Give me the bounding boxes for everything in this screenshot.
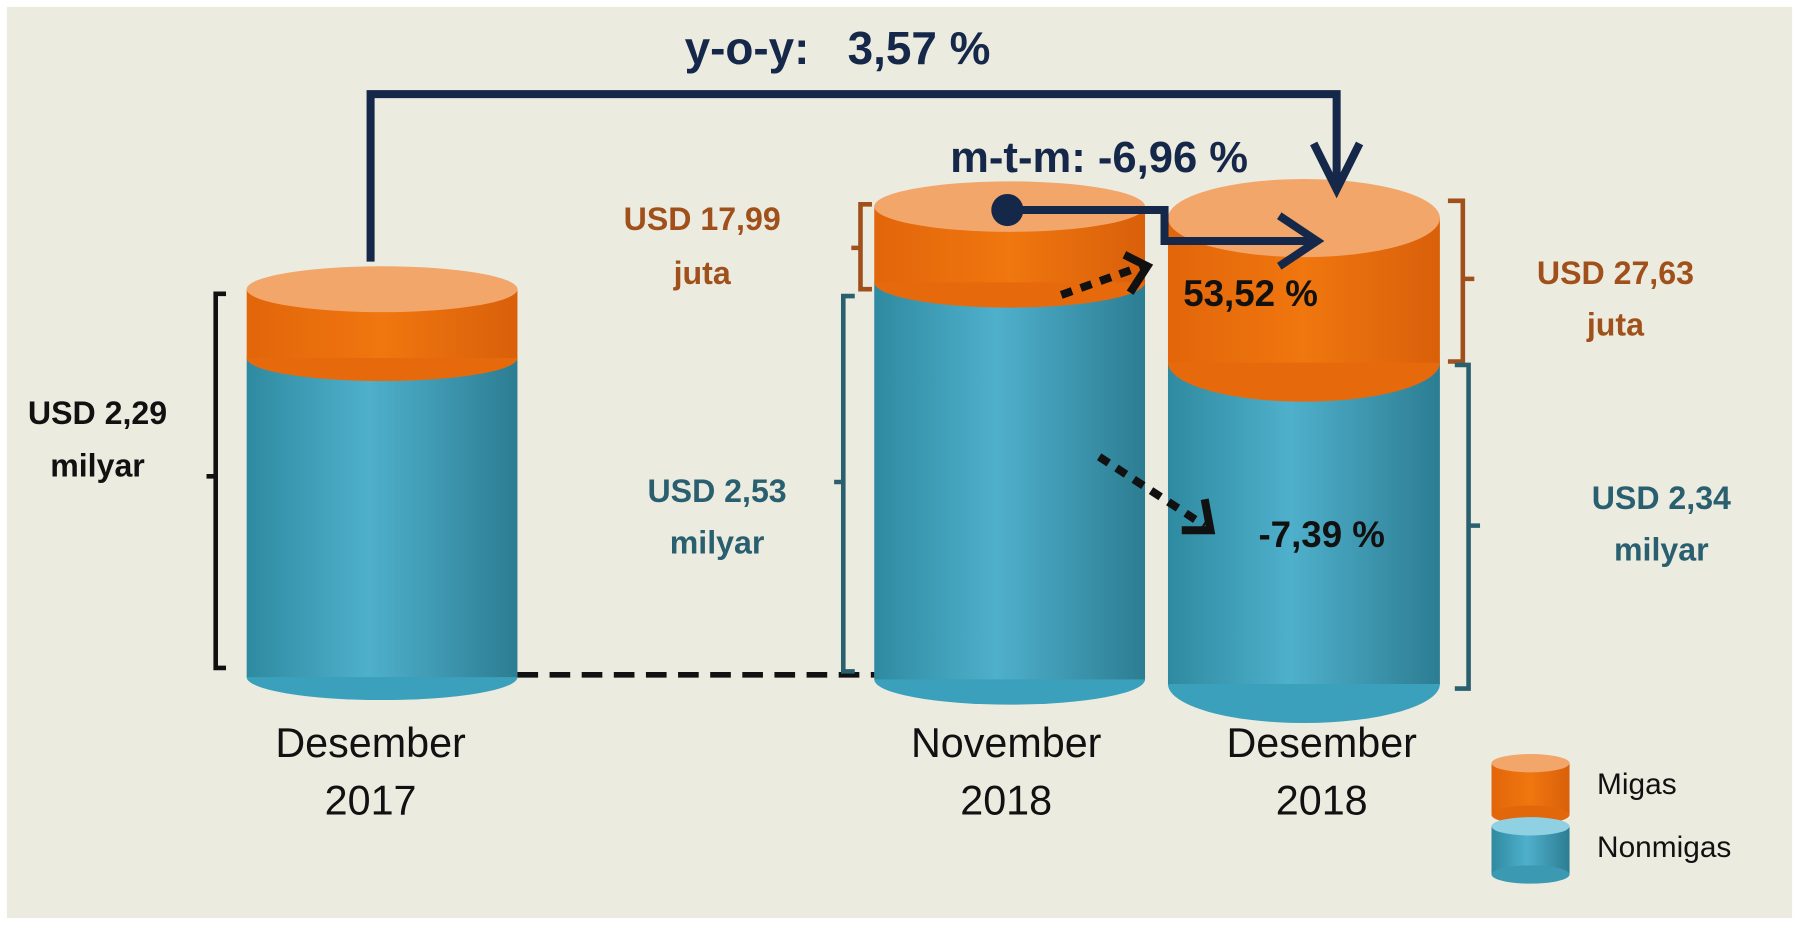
cylinders	[246, 179, 1440, 724]
yoy-arrow	[366, 90, 1341, 262]
braces	[206, 198, 1481, 691]
cylinder-nonmigas	[246, 358, 518, 678]
migas-change: 53,52 %	[1183, 273, 1318, 314]
column-label: 2018	[1276, 777, 1368, 823]
legend-swatch-top	[1491, 817, 1570, 836]
dec-nonmigas: USD 2,34	[1592, 480, 1731, 516]
nov-nonmigas-unit: milyar	[670, 525, 765, 561]
legend-swatch-top	[1491, 754, 1570, 773]
dec-migas-unit: juta	[1586, 307, 1645, 343]
brace-nov-nonmigas	[834, 293, 855, 674]
nonmigas-change: -7,39 %	[1258, 514, 1384, 555]
brace-dec-nonmigas	[1454, 362, 1481, 691]
total-2017: USD 2,29	[28, 395, 167, 431]
cylinder-nonmigas	[1167, 362, 1440, 684]
mtm-arrow	[1007, 206, 1314, 246]
cylinder-nonmigas	[874, 282, 1146, 680]
yoy-label: y-o-y: 3,57 %	[685, 22, 991, 74]
legend-label: Nonmigas	[1597, 831, 1731, 864]
column-label: Desember	[1226, 720, 1417, 766]
arrows	[366, 90, 1364, 270]
migas-dotted	[1059, 262, 1143, 299]
total-2017-unit: milyar	[50, 448, 145, 484]
dec-migas: USD 27,63	[1537, 255, 1694, 291]
column-label: 2017	[325, 777, 417, 823]
brace-nov-migas	[851, 201, 872, 292]
migas-head	[1122, 251, 1154, 295]
column-label: November	[911, 720, 1102, 766]
nov-nonmigas: USD 2,53	[647, 473, 786, 509]
yoy-arrowhead	[1310, 141, 1364, 199]
mtm-arrowhead	[1277, 212, 1325, 270]
brace-dec-migas	[1447, 198, 1475, 364]
nonmigas-dotted	[1096, 453, 1207, 529]
change-arrows	[1059, 251, 1216, 535]
cylinder-top	[246, 266, 518, 313]
column-label: 2018	[960, 777, 1052, 823]
legend-label: Migas	[1597, 768, 1677, 801]
legend: Migas Nonmigas	[1491, 754, 1731, 884]
dec-nonmigas-unit: milyar	[1614, 531, 1709, 567]
column-label: Desember	[275, 720, 466, 766]
nov-migas-unit: juta	[673, 255, 732, 291]
legend-swatch-bottom	[1491, 865, 1570, 884]
nov-migas: USD 17,99	[624, 201, 781, 237]
brace-2017	[206, 291, 227, 671]
nonmigas-head	[1181, 498, 1216, 535]
mtm-dot	[991, 193, 1024, 227]
mtm-label: m-t-m: -6,96 %	[950, 134, 1248, 182]
